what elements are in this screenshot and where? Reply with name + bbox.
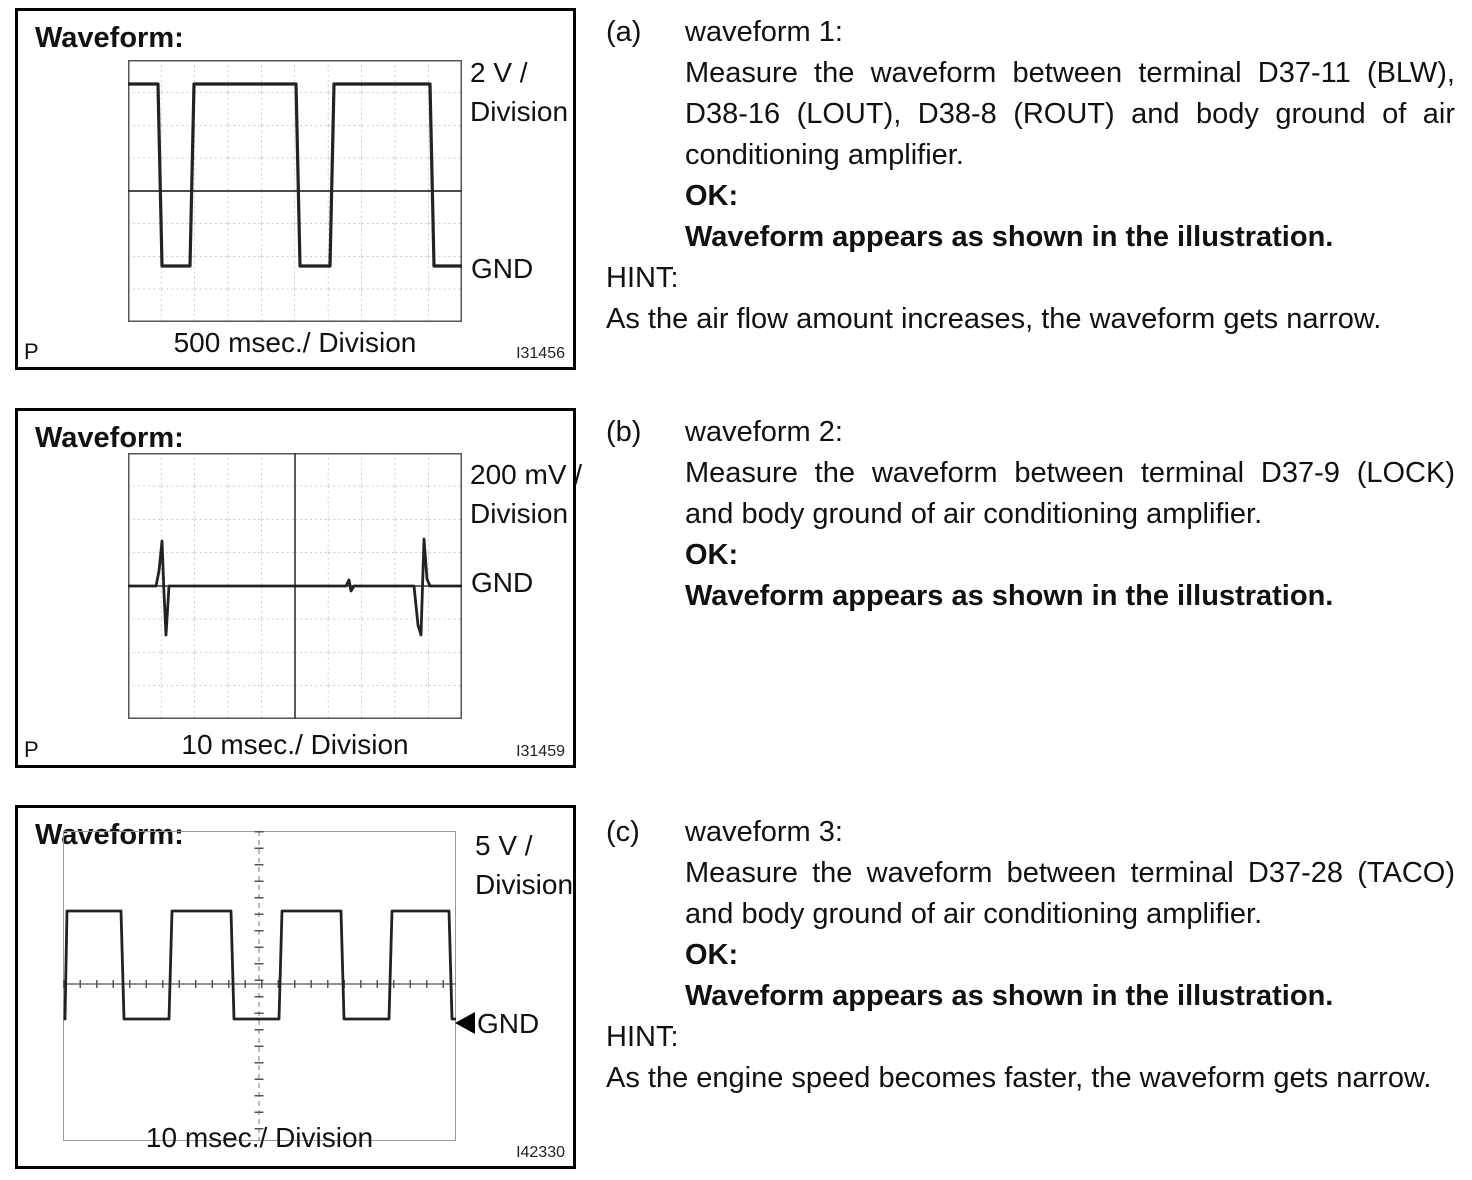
time-scale-label: 10 msec./ Division — [145, 1122, 374, 1153]
figure-title: Waveform: — [35, 819, 184, 851]
waveform-trace — [63, 909, 456, 1021]
vertical-scale-label: 5 V / Division — [475, 830, 574, 900]
measure-instruction: Measure the waveform between terminal D3… — [685, 57, 1455, 171]
vertical-scale-label: 200 mV / Division — [470, 459, 583, 529]
figure-id: I42330 — [516, 1144, 565, 1161]
gnd-label: GND — [471, 253, 534, 284]
figure-title: Waveform: — [35, 422, 184, 454]
section-c: (c) waveform 3: Measure the waveform bet… — [606, 812, 1462, 1099]
time-scale-label: 10 msec./ Division — [181, 729, 409, 760]
waveform-figure-1: Waveform: 2 V / Division GND 500 msec./ … — [15, 8, 576, 370]
time-scale-label: 500 msec./ Division — [173, 327, 417, 358]
section-heading: waveform 1: — [685, 16, 843, 48]
section-heading-row: (b) waveform 2: — [606, 412, 1462, 453]
section-heading-row: (a) waveform 1: — [606, 12, 1462, 53]
ok-text: Waveform appears as shown in the illustr… — [685, 580, 1334, 612]
ok-text: Waveform appears as shown in the illustr… — [685, 221, 1334, 253]
measure-instruction: Measure the waveform between terminal D3… — [685, 857, 1455, 930]
section-body: Measure the waveform between terminal D3… — [685, 853, 1455, 1017]
corner-mark: P — [24, 737, 39, 762]
section-body: Measure the waveform between terminal D3… — [685, 53, 1455, 258]
ok-label: OK: — [685, 939, 739, 971]
section-index: (a) — [606, 16, 642, 48]
hint-label: HINT: — [606, 1021, 679, 1053]
section-body: Measure the waveform between terminal D3… — [685, 453, 1455, 617]
oscilloscope-display-1 — [128, 60, 462, 322]
ok-text: Waveform appears as shown in the illustr… — [685, 980, 1334, 1012]
hint-text: As the engine speed becomes faster, the … — [606, 1062, 1432, 1094]
waveform-trace — [128, 82, 462, 268]
ok-label: OK: — [685, 539, 739, 571]
oscilloscope-display-2 — [128, 453, 462, 719]
gnd-label: GND — [455, 1008, 539, 1040]
waveform-figure-3: Waveform: 5 V / Division GND 10 msec./ D… — [15, 805, 576, 1169]
section-heading-row: (c) waveform 3: — [606, 812, 1462, 853]
section-index: (c) — [606, 816, 640, 848]
oscilloscope-display-3 — [63, 831, 456, 1141]
gnd-label: GND — [471, 567, 534, 598]
corner-mark: P — [24, 339, 39, 364]
figure-id: I31459 — [516, 743, 565, 760]
figure-title: Waveform: — [35, 22, 184, 54]
vertical-scale-label: 2 V / Division — [470, 57, 569, 127]
gnd-arrow-icon — [455, 1012, 475, 1034]
section-heading: waveform 3: — [685, 816, 843, 848]
figure-id: I31456 — [516, 345, 565, 362]
waveform-figure-2: Waveform: 200 mV / Division GND 10 msec.… — [15, 408, 582, 768]
section-b: (b) waveform 2: Measure the waveform bet… — [606, 412, 1462, 617]
hint-text: As the air flow amount increases, the wa… — [606, 303, 1382, 335]
hint-label: HINT: — [606, 262, 679, 294]
ok-label: OK: — [685, 180, 739, 212]
section-a: (a) waveform 1: Measure the waveform bet… — [606, 12, 1462, 340]
section-index: (b) — [606, 416, 642, 448]
measure-instruction: Measure the waveform between terminal D3… — [685, 457, 1455, 530]
waveform-trace — [128, 537, 462, 637]
section-heading: waveform 2: — [685, 416, 843, 448]
